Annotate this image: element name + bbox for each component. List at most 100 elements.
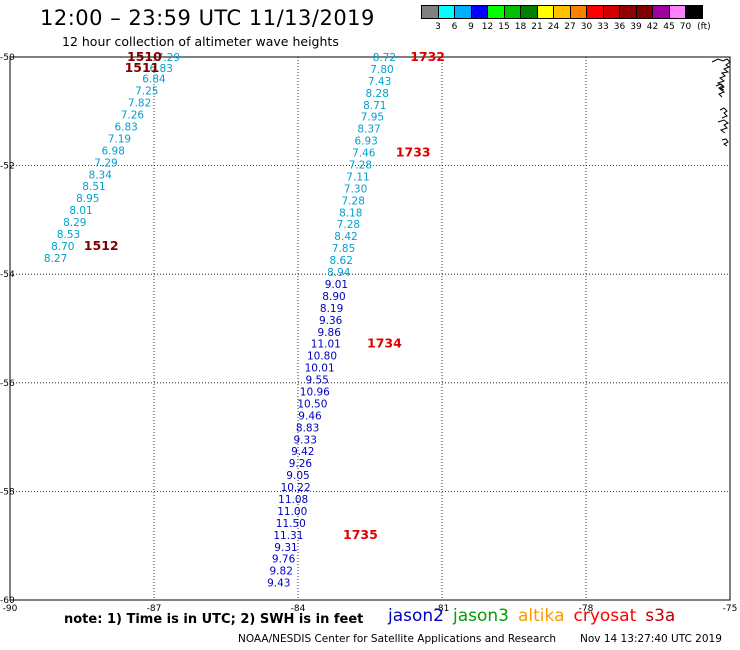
wave-height-value: 9.33 xyxy=(294,434,317,446)
longitude-tick-label: -90 xyxy=(3,604,18,614)
pass-time-label: 1511 xyxy=(125,60,160,75)
wave-height-value: 7.95 xyxy=(361,112,384,124)
wave-height-value: 6.83 xyxy=(114,122,137,134)
latitude-tick-label: -60 xyxy=(0,596,15,606)
color-swatch xyxy=(685,5,703,19)
color-scale-label: 24 xyxy=(547,22,560,32)
wave-height-value: 11.31 xyxy=(273,530,303,542)
wave-height-value: 10.01 xyxy=(305,363,335,375)
pass-time-label: 1733 xyxy=(396,145,431,160)
wave-height-value: 6.83 xyxy=(150,63,173,75)
wave-height-value: 10.96 xyxy=(300,386,330,398)
color-scale-unit: (ft) xyxy=(697,22,711,32)
color-scale-label: 39 xyxy=(630,22,642,32)
wave-height-value: 8.62 xyxy=(330,255,353,267)
wave-height-value: 7.46 xyxy=(352,148,376,160)
pass-time-label: 1510 xyxy=(127,49,162,64)
wave-height-value: 8.34 xyxy=(89,169,113,181)
wave-height-value: 7.85 xyxy=(332,243,355,255)
latitude-tick-label: -58 xyxy=(0,487,15,497)
wave-height-value: 6.84 xyxy=(142,74,166,86)
altimeter-track: 9.018.908.199.369.8611.0110.8010.019.551… xyxy=(267,279,402,590)
wave-height-value: 9.76 xyxy=(272,554,296,566)
wave-height-value: 11.50 xyxy=(276,518,306,530)
wave-height-value: 9.43 xyxy=(267,578,290,590)
wave-height-value: 9.05 xyxy=(286,470,309,482)
color-scale-label: 30 xyxy=(580,22,593,32)
pass-time-label: 1732 xyxy=(410,49,445,64)
wave-height-value: 9.26 xyxy=(289,458,313,470)
wave-height-value: 8.94 xyxy=(327,267,351,279)
color-scale-label: 27 xyxy=(564,22,576,32)
legend-item-jason2: jason2 xyxy=(388,606,444,626)
wave-height-value: 9.86 xyxy=(318,327,342,339)
longitude-tick-label: -75 xyxy=(723,604,738,614)
latitude-tick-label: -50 xyxy=(0,53,15,63)
wave-height-value: 7.30 xyxy=(344,183,367,195)
color-scale-label: 42 xyxy=(646,22,659,32)
note-text: note: 1) Time is in UTC; 2) SWH is in fe… xyxy=(64,612,364,627)
wave-height-value: 7.43 xyxy=(368,76,391,88)
credit-text: NOAA/NESDIS Center for Satellite Applica… xyxy=(238,633,556,645)
wave-height-value: 6.98 xyxy=(102,145,125,157)
wave-height-value: 9.36 xyxy=(319,315,343,327)
wave-height-value: 8.83 xyxy=(296,422,319,434)
wave-height-value: 10.80 xyxy=(307,351,337,363)
wave-height-value: 7.28 xyxy=(349,160,372,172)
wave-height-value: 8.72 xyxy=(373,52,396,64)
color-scale-label: 18 xyxy=(514,22,527,32)
pass-time-label: 1735 xyxy=(343,527,378,542)
wave-height-value: 8.27 xyxy=(44,253,67,265)
wave-height-value: 11.00 xyxy=(277,506,307,518)
legend-item-cryosat: cryosat xyxy=(573,606,637,626)
color-scale-label: 9 xyxy=(468,22,474,32)
wave-height-value: 8.90 xyxy=(322,291,345,303)
legend-item-s3a: s3a xyxy=(645,606,676,626)
color-scale-label: 21 xyxy=(531,22,543,32)
wave-height-value: 9.55 xyxy=(306,375,329,387)
coastline-segment xyxy=(721,138,729,147)
altimeter-track: 8.727.807.438.288.717.958.376.937.467.28… xyxy=(327,49,445,279)
wave-height-value: 8.95 xyxy=(76,193,99,205)
wave-height-value: 9.46 xyxy=(298,410,322,422)
wave-height-value: 7.19 xyxy=(108,133,131,145)
wave-height-value: 7.26 xyxy=(121,110,145,122)
wave-height-value: 8.42 xyxy=(334,231,357,243)
pass-time-label: 1734 xyxy=(367,336,402,351)
color-scale-label: 15 xyxy=(498,22,510,32)
wave-height-value: 7.25 xyxy=(135,86,158,98)
wave-height-value: 8.19 xyxy=(320,303,343,315)
latitude-tick-label: -52 xyxy=(0,162,15,172)
wave-height-value: 9.01 xyxy=(325,279,348,291)
wave-height-value: 7.82 xyxy=(128,98,151,110)
latitude-tick-label: -54 xyxy=(0,270,15,280)
color-scale-label: 6 xyxy=(451,22,458,32)
wave-height-value: 7.28 xyxy=(342,195,365,207)
coastline-segment xyxy=(717,119,729,134)
chart-title: 12:00 – 23:59 UTC 11/13/2019 xyxy=(40,6,375,30)
color-scale-label: 3 xyxy=(435,22,441,32)
wave-height-value: 11.01 xyxy=(311,339,341,351)
wave-height-value: 7.29 xyxy=(94,157,117,169)
wave-height-value: 10.50 xyxy=(297,398,327,410)
coastline-segment xyxy=(711,58,731,91)
chart-subtitle: 12 hour collection of altimeter wave hei… xyxy=(62,34,339,49)
wave-height-value: 8.53 xyxy=(57,229,80,241)
wave-height-value: 7.11 xyxy=(346,171,369,183)
coastline-segment xyxy=(715,83,726,98)
pass-time-label: 1512 xyxy=(84,238,119,253)
coastline xyxy=(711,58,731,147)
coastline-segment xyxy=(719,107,728,119)
color-scale-label: 33 xyxy=(597,22,609,32)
wave-height-value: 9.42 xyxy=(291,446,314,458)
wave-height-value: 8.70 xyxy=(51,241,74,253)
wave-height-value: 8.37 xyxy=(357,124,380,136)
wave-height-value: 9.31 xyxy=(274,542,297,554)
color-scale-label: 70 xyxy=(679,22,692,32)
wave-height-value: 7.29 xyxy=(157,52,180,64)
wave-height-value: 9.82 xyxy=(270,566,293,578)
latitude-tick-label: -56 xyxy=(0,379,15,389)
wave-height-value: 8.51 xyxy=(82,181,105,193)
wave-height-value: 8.28 xyxy=(366,88,389,100)
